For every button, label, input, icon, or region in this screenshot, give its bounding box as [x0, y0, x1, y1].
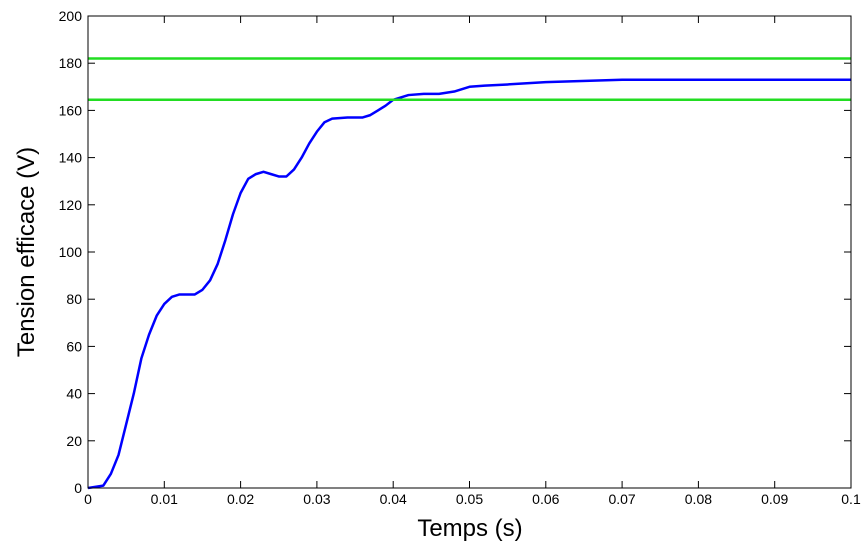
y-tick-label: 160 — [59, 102, 83, 118]
y-tick-label: 100 — [59, 244, 83, 260]
y-tick-label: 120 — [59, 197, 83, 213]
x-tick-label: 0.02 — [227, 491, 254, 507]
x-tick-label: 0.01 — [151, 491, 178, 507]
axes-box — [87, 15, 852, 489]
x-tick-label: 0.05 — [456, 491, 483, 507]
y-tick-label: 180 — [59, 55, 83, 71]
x-tick-label: 0.04 — [380, 491, 407, 507]
x-tick-label: 0.1 — [841, 491, 861, 507]
y-tick-label: 200 — [59, 8, 83, 24]
y-tick-label: 80 — [66, 291, 82, 307]
x-tick-label: 0.06 — [532, 491, 559, 507]
x-tick-label: 0.07 — [608, 491, 635, 507]
data-line — [87, 78, 851, 490]
x-tick-label: 0.09 — [761, 491, 788, 507]
y-tick-label: 40 — [66, 386, 82, 402]
x-tick-label: 0.03 — [303, 491, 330, 507]
y-tick-label: 60 — [66, 338, 82, 354]
y-tick-label: 0 — [74, 480, 82, 496]
y-axis-label: Tension efficace (V) — [13, 147, 40, 357]
x-axis-label: Temps (s) — [417, 515, 522, 542]
plot-area — [88, 16, 851, 488]
x-tick-label: 0 — [84, 491, 92, 507]
y-tick-label: 20 — [66, 433, 82, 449]
y-tick-label: 140 — [59, 150, 83, 166]
x-tick-label: 0.08 — [685, 491, 712, 507]
